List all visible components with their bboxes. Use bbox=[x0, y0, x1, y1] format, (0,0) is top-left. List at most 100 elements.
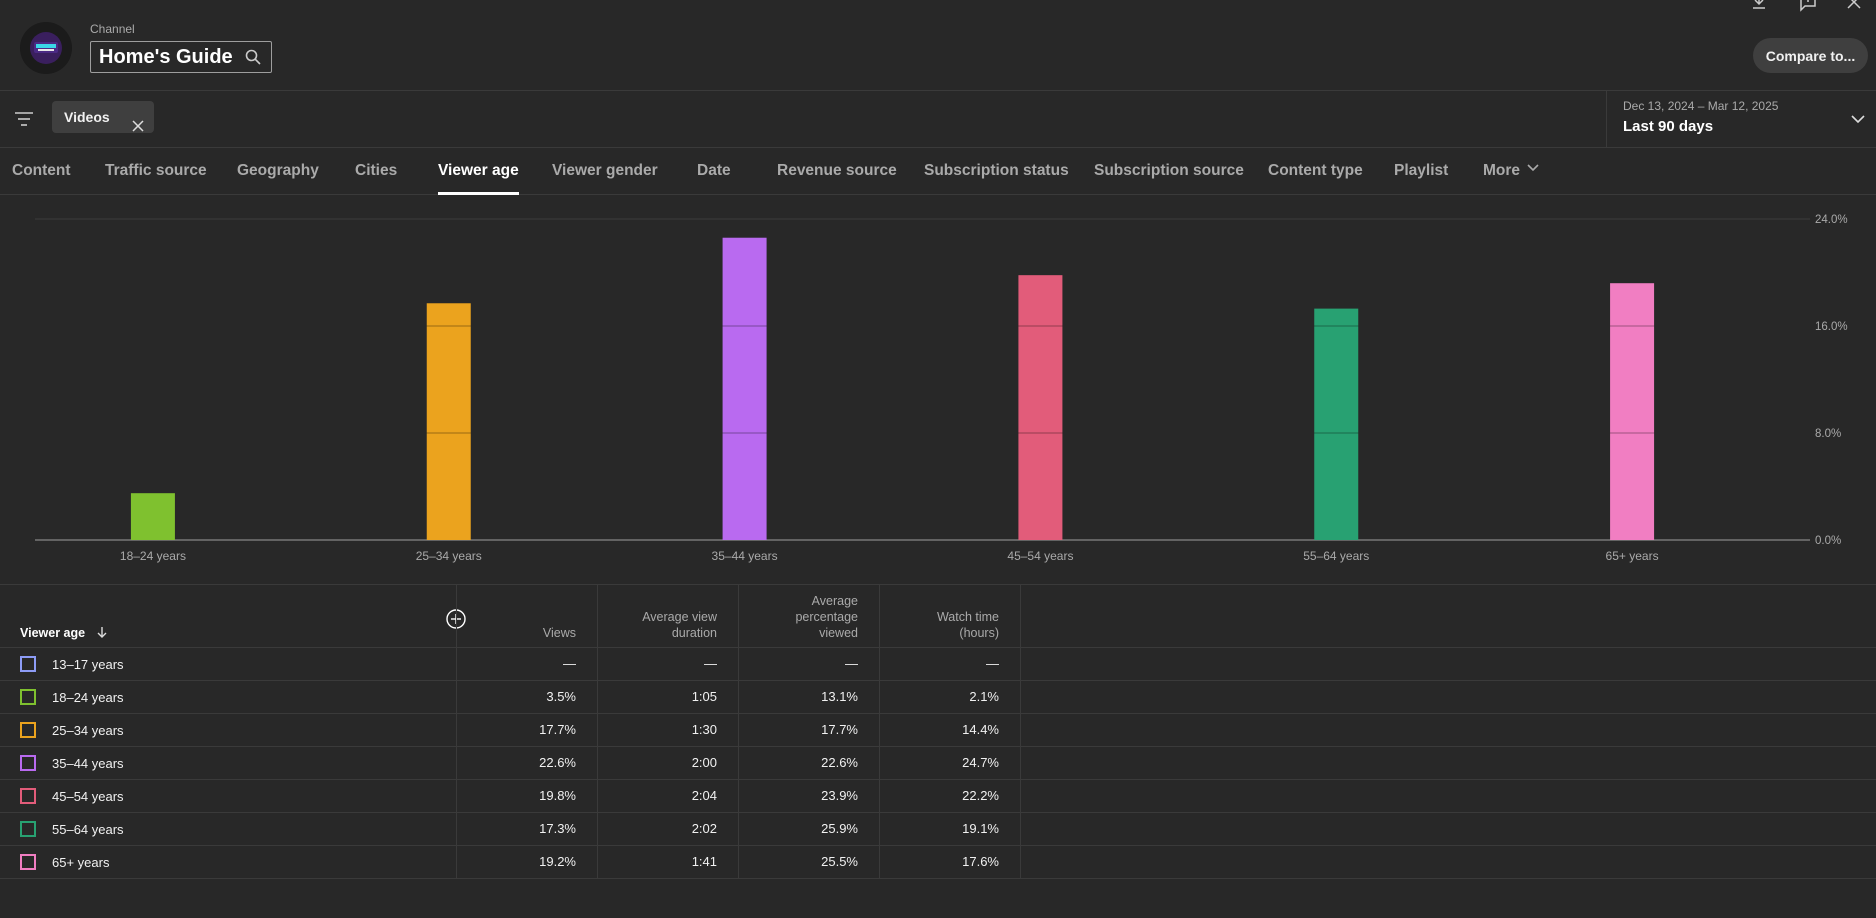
row-color-checkbox[interactable] bbox=[20, 821, 36, 837]
cell-avg-view-duration: 1:41 bbox=[691, 854, 717, 869]
y-tick-label: 24.0% bbox=[1815, 214, 1848, 226]
close-icon[interactable] bbox=[1846, 0, 1864, 17]
table-row[interactable]: 18–24 years 3.5% 1:05 13.1% 2.1% bbox=[0, 681, 1876, 714]
cell-avg-view-duration: 1:30 bbox=[691, 722, 717, 737]
filter-icon[interactable] bbox=[14, 110, 34, 133]
tab-content-type[interactable]: Content type bbox=[1268, 162, 1363, 179]
tab-subscription-source[interactable]: Subscription source bbox=[1094, 162, 1244, 179]
header-viewer-age[interactable]: Viewer age bbox=[20, 626, 109, 640]
chart-bar[interactable] bbox=[1610, 283, 1655, 540]
row-label: 45–54 years bbox=[52, 789, 124, 804]
filter-chip-label: Videos bbox=[64, 109, 110, 125]
row-label: 25–34 years bbox=[52, 723, 124, 738]
chart-bar[interactable] bbox=[1314, 308, 1359, 540]
cell-avg-percentage-viewed: — bbox=[845, 656, 858, 671]
table-row[interactable]: 25–34 years 17.7% 1:30 17.7% 14.4% bbox=[0, 714, 1876, 747]
feedback-icon[interactable] bbox=[1799, 0, 1817, 17]
tab-viewer-age[interactable]: Viewer age bbox=[438, 148, 519, 195]
date-range-label: Last 90 days bbox=[1623, 118, 1714, 135]
row-color-checkbox[interactable] bbox=[20, 656, 36, 672]
cell-avg-view-duration: 1:05 bbox=[691, 689, 717, 704]
tab-content[interactable]: Content bbox=[12, 162, 71, 179]
header-avg-view-duration[interactable]: Average view duration bbox=[598, 585, 739, 648]
download-icon[interactable] bbox=[1750, 0, 1768, 17]
tab-traffic-source[interactable]: Traffic source bbox=[105, 162, 207, 179]
tab-subscription-status[interactable]: Subscription status bbox=[924, 162, 1069, 179]
chip-close-icon[interactable] bbox=[132, 111, 144, 143]
channel-avatar[interactable] bbox=[20, 22, 72, 74]
table-row[interactable]: 35–44 years 22.6% 2:00 22.6% 24.7% bbox=[0, 747, 1876, 780]
filter-chip-videos[interactable]: Videos bbox=[52, 101, 154, 133]
sort-down-icon bbox=[97, 627, 107, 638]
cell-views: 19.2% bbox=[539, 854, 576, 869]
chart-bar[interactable] bbox=[722, 237, 767, 540]
tab-viewer-gender[interactable]: Viewer gender bbox=[552, 162, 658, 179]
cell-watch-time: 2.1% bbox=[969, 689, 999, 704]
cell-avg-view-duration: 2:04 bbox=[691, 788, 717, 803]
row-color-checkbox[interactable] bbox=[20, 755, 36, 771]
tab-cities[interactable]: Cities bbox=[355, 162, 398, 179]
cell-avg-percentage-viewed: 17.7% bbox=[821, 722, 858, 737]
row-label: 65+ years bbox=[52, 855, 110, 870]
cell-watch-time: 22.2% bbox=[962, 788, 999, 803]
cell-views: — bbox=[563, 656, 576, 671]
header-avg-percentage-viewed-label: Average percentage viewed bbox=[795, 594, 858, 640]
tab-geography[interactable]: Geography bbox=[237, 162, 319, 179]
cell-views: 19.8% bbox=[539, 788, 576, 803]
cell-views: 3.5% bbox=[546, 689, 576, 704]
column-divider bbox=[456, 585, 457, 879]
channel-selector[interactable]: Home's Guide bbox=[90, 41, 272, 73]
cell-avg-percentage-viewed: 25.5% bbox=[821, 854, 858, 869]
cell-avg-view-duration: — bbox=[704, 656, 717, 671]
tab-playlist[interactable]: Playlist bbox=[1394, 162, 1449, 179]
y-tick-label: 0.0% bbox=[1815, 535, 1841, 547]
cell-views: 17.7% bbox=[539, 722, 576, 737]
cell-views: 17.3% bbox=[539, 821, 576, 836]
y-tick-label: 16.0% bbox=[1815, 321, 1848, 333]
row-color-checkbox[interactable] bbox=[20, 689, 36, 705]
chart-bar[interactable] bbox=[1018, 275, 1063, 540]
row-color-checkbox[interactable] bbox=[20, 854, 36, 870]
date-range-selector[interactable]: Dec 13, 2024 – Mar 12, 2025 Last 90 days bbox=[1606, 91, 1876, 147]
bar-chart: 0.0% 8.0% 16.0% 24.0% 18–24 years 25–34 years… bbox=[35, 214, 1848, 563]
header-avg-view-duration-label: Average view duration bbox=[642, 610, 717, 640]
filter-bar: Videos Dec 13, 2024 – Mar 12, 2025 Last … bbox=[0, 91, 1876, 148]
row-color-checkbox[interactable] bbox=[20, 722, 36, 738]
header-views[interactable]: Views bbox=[542, 626, 576, 640]
row-color-checkbox[interactable] bbox=[20, 788, 36, 804]
cell-avg-percentage-viewed: 23.9% bbox=[821, 788, 858, 803]
header-viewer-age-label: Viewer age bbox=[20, 626, 86, 640]
tab-more[interactable]: More bbox=[1483, 148, 1540, 195]
tab-date[interactable]: Date bbox=[697, 162, 731, 179]
header-avg-percentage-viewed[interactable]: Average percentage viewed bbox=[739, 585, 880, 648]
compare-button[interactable]: Compare to... bbox=[1753, 38, 1868, 73]
chart-bar[interactable] bbox=[130, 493, 175, 540]
chevron-down-icon[interactable] bbox=[1850, 111, 1866, 132]
header-watch-time-label: Watch time (hours) bbox=[936, 610, 999, 640]
x-tick-label: 18–24 years bbox=[120, 549, 186, 563]
search-icon[interactable] bbox=[244, 48, 262, 71]
row-label: 13–17 years bbox=[52, 657, 124, 672]
cell-avg-percentage-viewed: 22.6% bbox=[821, 755, 858, 770]
chart-bar[interactable] bbox=[426, 303, 471, 540]
cell-watch-time: 19.1% bbox=[962, 821, 999, 836]
cell-watch-time: 17.6% bbox=[962, 854, 999, 869]
dimension-tabs: Content Traffic source Geography Cities … bbox=[0, 148, 1876, 195]
cell-watch-time: 24.7% bbox=[962, 755, 999, 770]
cell-avg-percentage-viewed: 25.9% bbox=[821, 821, 858, 836]
header-watch-time[interactable]: Watch time (hours) bbox=[880, 585, 1021, 648]
table-row[interactable]: 13–17 years — — — — bbox=[0, 648, 1876, 681]
tab-revenue-source[interactable]: Revenue source bbox=[777, 162, 897, 179]
channel-logo-icon bbox=[20, 22, 72, 74]
table-row[interactable]: 65+ years 19.2% 1:41 25.5% 17.6% bbox=[0, 846, 1876, 879]
column-divider bbox=[1020, 585, 1021, 879]
table-row[interactable]: 55–64 years 17.3% 2:02 25.9% 19.1% bbox=[0, 813, 1876, 846]
table-row[interactable]: 45–54 years 19.8% 2:04 23.9% 22.2% bbox=[0, 780, 1876, 813]
y-tick-label: 8.0% bbox=[1815, 428, 1841, 440]
x-tick-label: 45–54 years bbox=[1007, 549, 1073, 563]
column-divider bbox=[597, 585, 598, 879]
row-label: 35–44 years bbox=[52, 756, 124, 771]
table-header: Viewer age Views Average view duration A… bbox=[0, 585, 1876, 648]
viewer-age-chart: 0.0% 8.0% 16.0% 24.0% 18–24 years 25–34 years… bbox=[0, 195, 1876, 585]
channel-label: Channel bbox=[90, 22, 135, 36]
